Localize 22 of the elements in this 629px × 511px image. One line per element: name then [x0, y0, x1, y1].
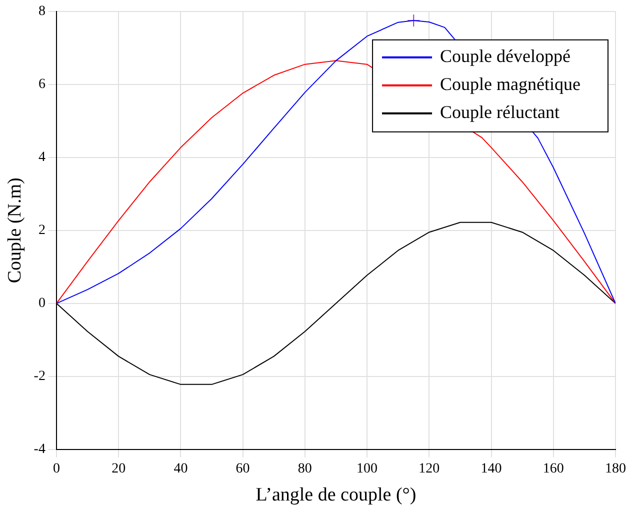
y-tick-label: 2 [38, 223, 46, 238]
x-tick-label: 0 [52, 461, 60, 476]
x-tick-label: 20 [112, 461, 126, 476]
x-tick-label: 140 [480, 461, 502, 476]
legend-label: Couple développé [440, 46, 571, 66]
x-tick-label: 100 [356, 461, 378, 476]
x-tick-label: 120 [418, 461, 440, 476]
x-tick-label: 80 [298, 461, 312, 476]
legend-label: Couple réluctant [440, 102, 560, 122]
x-tick-label: 60 [236, 461, 250, 476]
y-axis-title: Couple (N.m) [4, 178, 26, 284]
x-tick-label: 40 [174, 461, 188, 476]
y-tick-label: 0 [38, 296, 46, 312]
x-axis-title: L’angle de couple (°) [256, 484, 416, 506]
x-tick-label: 160 [542, 461, 564, 476]
x-tick-label: 180 [605, 461, 626, 476]
y-tick-label: -4 [34, 442, 46, 458]
y-tick-label: 4 [38, 150, 46, 166]
y-tick-label: 6 [38, 77, 46, 92]
legend-label: Couple magnétique [440, 74, 581, 94]
y-tick-label: 8 [38, 4, 46, 20]
y-tick-label: -2 [34, 369, 46, 384]
